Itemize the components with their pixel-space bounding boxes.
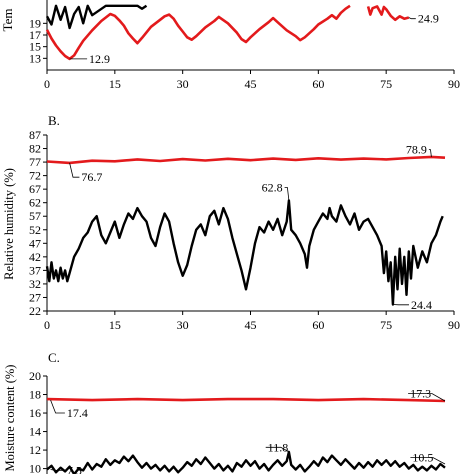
- panel-b-annotation-label: 24.4: [411, 298, 432, 312]
- panel-b-y-tick-label: 22: [29, 304, 41, 318]
- panel-b-label: B.: [48, 113, 60, 128]
- panel-c-y-tick-label: 14: [29, 425, 41, 439]
- panel-b-x-tick-label: 15: [109, 318, 121, 332]
- panel-c-annotation-label: 7.5: [67, 463, 82, 474]
- panel-b-annotation-leader: [284, 187, 290, 201]
- panel-b-y-tick-label: 77: [29, 155, 41, 169]
- panel-a-series-line-0: [45, 4, 148, 30]
- panel-b-y-tick-label: 72: [29, 169, 41, 183]
- panel-a-y-tick-label: 17: [29, 28, 41, 42]
- panel-b-series-line-1: [45, 199, 444, 306]
- panel-c-annotation-label: 17.4: [67, 406, 88, 420]
- panel-b-y-tick-label: 82: [29, 142, 41, 156]
- panel-b-y-tick-label: 52: [29, 223, 41, 237]
- panel-b-x-tick-label: 30: [177, 318, 189, 332]
- panel-b-series-line-0: [46, 155, 446, 165]
- panel-b-y-tick-label: 62: [29, 196, 41, 210]
- panel-c-ylabel: Moisture content (%): [3, 365, 17, 472]
- panel-a-x-tick-label: 15: [109, 77, 121, 91]
- panel-c-annotation-leader: [408, 393, 446, 402]
- panel-c-y-tick-label: 20: [29, 369, 41, 383]
- panel-a-y-tick-label: 13: [29, 51, 41, 65]
- panel-c-series-line-0: [46, 397, 446, 403]
- panel-b: B. Relative humidity (%) 222732374247525…: [2, 113, 460, 332]
- panel-a-x-tick-label: 90: [448, 77, 460, 91]
- panel-c: C. Moisture content (%) 10 12 14 16 18 20 17.4…: [3, 350, 446, 474]
- panel-c-annotation-label: 17.3: [410, 387, 431, 401]
- panel-b-annotation-leader: [428, 149, 432, 157]
- panel-c-annotation-leader: [50, 469, 65, 471]
- panel-b-annotation-label: 78.9: [406, 143, 427, 157]
- panel-b-ylabel: Relative humidity (%): [2, 168, 16, 280]
- panel-b-y-tick-label: 37: [29, 263, 41, 277]
- panel-b-x-tick-label: 90: [448, 318, 460, 332]
- panel-c-y-tick-label: 12: [29, 443, 41, 457]
- panel-b-x-tick-label: 75: [380, 318, 392, 332]
- panel-b-x-tick-label: 45: [245, 318, 257, 332]
- panel-a-series-line-2: [366, 5, 410, 22]
- panel-c-annotation-label: 10.5: [412, 450, 433, 464]
- panel-b-y-tick-label: 47: [29, 236, 41, 250]
- panel-b-y-tick-label: 87: [29, 128, 41, 142]
- panel-b-x-tick-label: 0: [44, 318, 50, 332]
- panel-c-series-line-1: [46, 450, 446, 474]
- panel-c-annotation-leader: [50, 399, 65, 414]
- panel-a-ylabel: Tem: [0, 9, 15, 32]
- panel-b-y-tick-label: 57: [29, 209, 41, 223]
- panel-a-x-tick-label: 45: [245, 77, 257, 91]
- panel-a-x-tick-label: 30: [177, 77, 189, 91]
- panel-b-annotation-label: 76.7: [81, 170, 102, 184]
- panel-b-y-tick-label: 32: [29, 277, 41, 291]
- panel-a-series-line-1: [45, 4, 351, 61]
- panel-b-annotation-label: 62.8: [262, 181, 283, 195]
- panel-c-label: C.: [48, 350, 60, 365]
- panel-b-y-tick-label: 67: [29, 182, 41, 196]
- panel-a-annotation-label: 24.9: [418, 12, 439, 26]
- panel-c-annotation-leader: [410, 457, 446, 465]
- panel-a-annotation-label: 12.9: [89, 52, 110, 66]
- panel-b-y-tick-label: 27: [29, 290, 41, 304]
- panel-a-x-tick-label: 0: [44, 77, 50, 91]
- panel-a-x-tick-label: 60: [312, 77, 324, 91]
- panel-a-y-tick-label: 19: [29, 16, 41, 30]
- panel-c-annotation-leader: [265, 446, 290, 453]
- panel-a-annotation-leader: [408, 17, 416, 20]
- panel-c-axes: 10 12 14 16 18 20 17.4 17.3 11.8 10.5 7.5: [29, 369, 446, 474]
- panel-b-x-tick-label: 60: [312, 318, 324, 332]
- panel-c-y-tick-label: 16: [29, 406, 41, 420]
- panel-b-annotation-leader: [69, 162, 80, 178]
- panel-a-y-tick-label: 15: [29, 40, 41, 54]
- panel-c-y-tick-label: 10: [29, 462, 41, 474]
- panel-b-y-tick-label: 42: [29, 250, 41, 264]
- panel-a-x-tick-label: 75: [380, 77, 392, 91]
- panel-c-y-tick-label: 18: [29, 388, 41, 402]
- panel-c-annotation-label: 11.8: [268, 440, 289, 454]
